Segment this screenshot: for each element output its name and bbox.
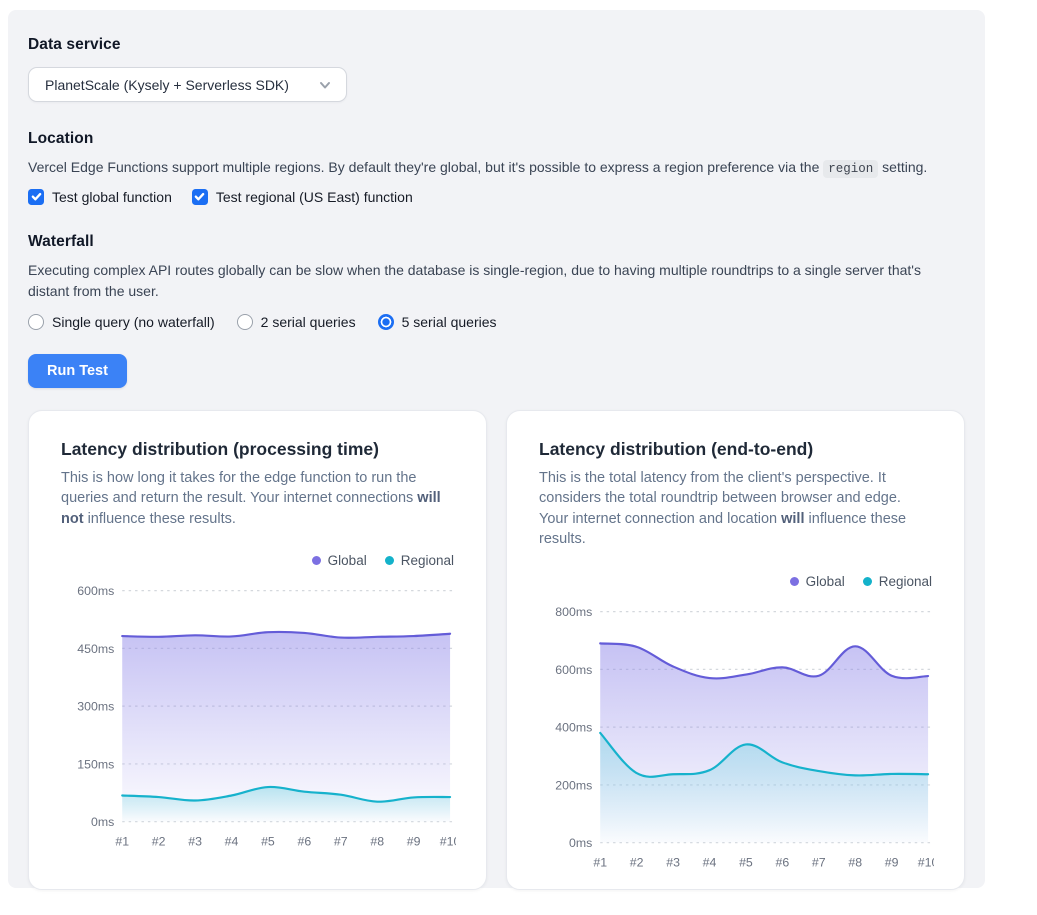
svg-text:#3: #3	[666, 855, 680, 869]
charts-row: Latency distribution (processing time) T…	[28, 409, 965, 890]
run-test-button[interactable]: Run Test	[28, 353, 127, 388]
waterfall-radio-row: Single query (no waterfall) 2 serial que…	[28, 313, 965, 330]
location-desc-tail: setting.	[878, 159, 928, 175]
location-checkbox-row: Test global function Test regional (US E…	[28, 188, 965, 205]
card-desc-text: This is the total latency from the clien…	[539, 469, 901, 527]
svg-text:#7: #7	[334, 835, 348, 849]
card-title: Latency distribution (processing time)	[61, 438, 379, 459]
checkbox-label: Test regional (US East) function	[215, 188, 413, 205]
legend-regional-label: Regional	[400, 553, 454, 569]
svg-text:600ms: 600ms	[555, 663, 592, 677]
data-service-select[interactable]: PlanetScale (Kysely + Serverless SDK)	[28, 67, 347, 102]
svg-text:#4: #4	[225, 835, 239, 849]
svg-text:450ms: 450ms	[77, 642, 114, 656]
svg-text:400ms: 400ms	[555, 721, 592, 735]
radio-label: 5 serial queries	[401, 313, 497, 330]
processing-time-card: Latency distribution (processing time) T…	[28, 409, 487, 890]
svg-text:#6: #6	[776, 855, 790, 869]
chart-legend: Global Regional	[539, 574, 932, 589]
svg-text:#4: #4	[703, 855, 717, 869]
legend-global: Global	[311, 553, 367, 569]
radio-icon[interactable]	[377, 313, 394, 330]
chart-legend: Global Regional	[61, 553, 454, 568]
legend-regional-label: Regional	[878, 574, 932, 590]
radio-single-query[interactable]: Single query (no waterfall)	[28, 313, 215, 330]
svg-text:#10: #10	[440, 835, 456, 849]
card-title: Latency distribution (end-to-end)	[539, 438, 814, 459]
radio-5-serial-queries[interactable]: 5 serial queries	[377, 313, 497, 330]
svg-text:0ms: 0ms	[91, 816, 114, 830]
legend-global-label: Global	[327, 553, 367, 569]
location-description: Vercel Edge Functions support multiple r…	[28, 157, 965, 179]
checkbox-icon[interactable]	[28, 188, 44, 205]
test-config-panel: Data service PlanetScale (Kysely + Serve…	[8, 10, 985, 890]
svg-text:#9: #9	[885, 855, 899, 869]
svg-text:#3: #3	[188, 835, 202, 849]
latency-chart-end-to-end: 0ms 200ms 400ms 600ms 800ms #1 #2 #3 #4 #5 #6 #7 #8 #…	[555, 605, 934, 869]
waterfall-description: Executing complex API routes globally ca…	[28, 261, 921, 299]
svg-text:#8: #8	[370, 835, 384, 849]
chevron-down-icon	[320, 81, 330, 88]
svg-text:300ms: 300ms	[77, 700, 114, 714]
global-dot-icon	[311, 556, 321, 566]
location-desc-text: Vercel Edge Functions support multiple r…	[28, 159, 824, 175]
legend-global-label: Global	[805, 574, 845, 590]
radio-icon[interactable]	[236, 313, 253, 330]
waterfall-heading: Waterfall	[28, 232, 94, 250]
legend-regional: Regional	[384, 553, 454, 569]
svg-text:#5: #5	[261, 835, 275, 849]
svg-text:150ms: 150ms	[77, 758, 114, 772]
location-heading: Location	[28, 130, 94, 147]
card-desc-bold: will not	[61, 490, 441, 527]
svg-text:#1: #1	[593, 855, 607, 869]
svg-text:600ms: 600ms	[77, 585, 114, 599]
svg-text:#9: #9	[407, 835, 421, 849]
radio-icon[interactable]	[28, 313, 44, 330]
radio-label: 2 serial queries	[260, 313, 356, 330]
checkbox-test-regional[interactable]: Test regional (US East) function	[191, 188, 413, 205]
legend-global: Global	[789, 574, 845, 590]
radio-2-serial-queries[interactable]: 2 serial queries	[236, 313, 356, 330]
card-desc-text: This is how long it takes for the edge f…	[61, 469, 418, 507]
svg-text:#5: #5	[739, 855, 753, 869]
regional-dot-icon	[862, 577, 872, 587]
data-service-selected-value: PlanetScale (Kysely + Serverless SDK)	[45, 76, 289, 93]
data-service-heading: Data service	[28, 36, 121, 53]
region-code-chip: region	[823, 160, 879, 178]
svg-text:200ms: 200ms	[555, 778, 592, 792]
svg-text:0ms: 0ms	[569, 836, 592, 850]
radio-label: Single query (no waterfall)	[52, 313, 215, 330]
svg-text:#7: #7	[812, 855, 826, 869]
svg-text:#6: #6	[298, 835, 312, 849]
legend-regional: Regional	[862, 574, 932, 590]
card-description: This is how long it takes for the edge f…	[61, 468, 454, 530]
regional-dot-icon	[384, 556, 394, 566]
card-desc-tail: influence these results.	[539, 510, 907, 548]
svg-text:#2: #2	[152, 835, 166, 849]
svg-text:800ms: 800ms	[555, 605, 592, 619]
svg-text:#10: #10	[918, 855, 934, 869]
card-description: This is the total latency from the clien…	[539, 468, 932, 550]
global-dot-icon	[789, 577, 799, 587]
card-desc-tail: influence these results.	[83, 510, 236, 527]
latency-chart-processing-time: 0ms 150ms 300ms 450ms 600ms #1 #2 #3 #4 #5 #6 #7 #8 #…	[77, 585, 456, 849]
svg-text:#2: #2	[630, 855, 644, 869]
svg-text:#8: #8	[848, 855, 862, 869]
svg-text:#1: #1	[115, 835, 129, 849]
checkbox-icon[interactable]	[191, 188, 208, 205]
checkbox-test-global[interactable]: Test global function	[28, 188, 172, 205]
card-desc-bold: will	[781, 510, 805, 527]
end-to-end-card: Latency distribution (end-to-end) This i…	[506, 409, 965, 890]
checkbox-label: Test global function	[52, 188, 172, 205]
